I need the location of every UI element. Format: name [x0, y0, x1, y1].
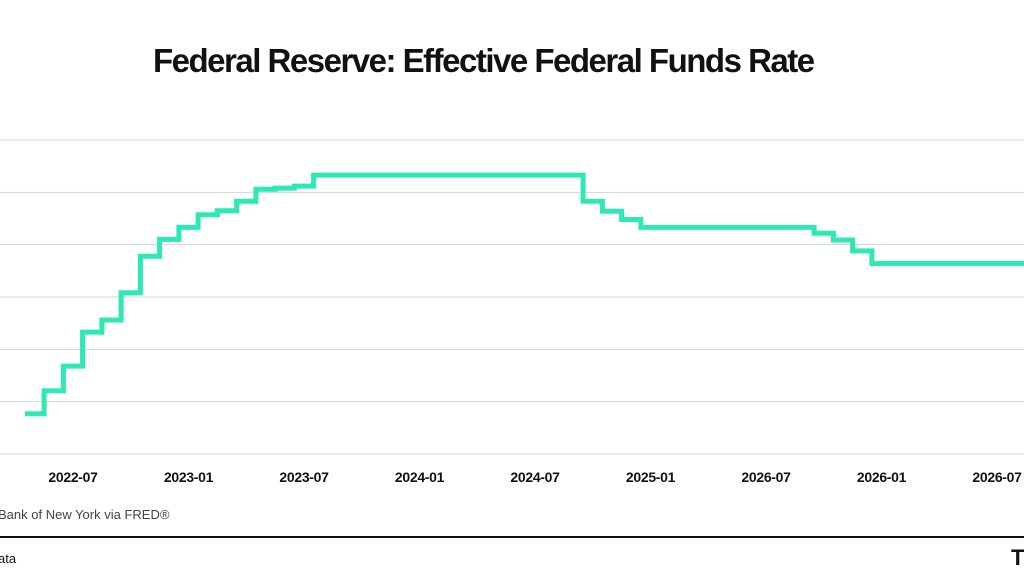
- x-tick-label-5: 2025-01: [626, 469, 676, 485]
- chart-title: Federal Reserve: Effective Federal Funds…: [153, 42, 815, 79]
- x-tick-label-2: 2023-07: [279, 469, 329, 485]
- footer-left-text: ata: [0, 551, 17, 566]
- x-tick-label-6: 2026-07: [741, 469, 791, 485]
- x-tick-label-3: 2024-01: [395, 469, 445, 485]
- series-line-group: [24, 172, 1024, 417]
- brand-logo: T: [1011, 545, 1024, 570]
- x-tick-label-8: 2026-07: [972, 469, 1022, 485]
- x-tick-label-4: 2024-07: [510, 469, 560, 485]
- gridlines: [0, 139, 1024, 455]
- source-note: Bank of New York via FRED®: [0, 507, 170, 522]
- x-axis-tick-labels: 2022-07 2023-01 2023-07 2024-01 2024-07 2025-…: [48, 469, 1022, 485]
- series-line-0: [24, 172, 1024, 417]
- x-tick-label-1: 2023-01: [164, 469, 214, 485]
- x-tick-label-0: 2022-07: [48, 469, 98, 485]
- x-tick-label-7: 2026-01: [857, 469, 907, 485]
